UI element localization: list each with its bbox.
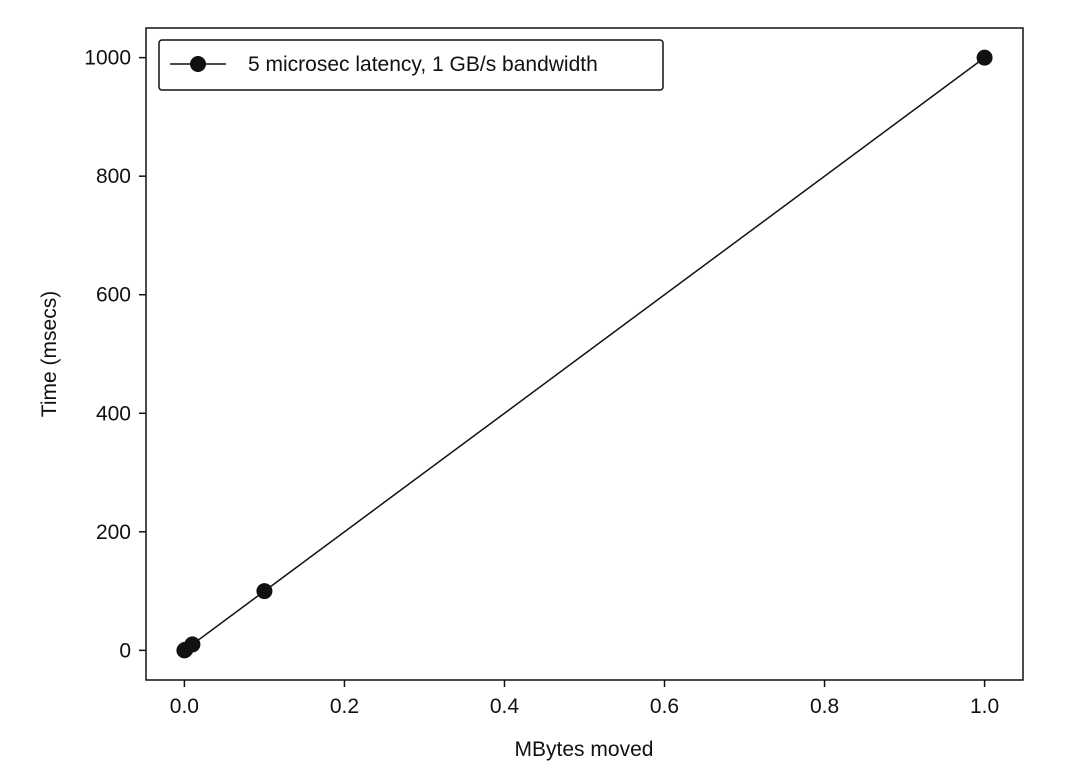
y-tick-label: 200: [96, 521, 131, 544]
data-point: [256, 583, 273, 600]
data-point: [976, 49, 993, 66]
legend-label: 5 microsec latency, 1 GB/s bandwidth: [248, 53, 598, 76]
x-tick-label: 0.0: [170, 695, 199, 718]
y-tick-label: 600: [96, 284, 131, 307]
x-axis-ticks: 0.0 0.2 0.4 0.6 0.8 1.0: [170, 680, 999, 718]
y-axis-ticks: 0 200 400 600 800 1000: [84, 47, 146, 662]
x-tick-label: 0.2: [330, 695, 359, 718]
x-tick-label: 0.6: [650, 695, 679, 718]
y-tick-label: 400: [96, 402, 131, 425]
series-line: [183, 57, 986, 651]
y-tick-label: 800: [96, 165, 131, 188]
y-tick-label: 1000: [84, 47, 131, 70]
legend-box: [158, 39, 664, 91]
x-tick-label: 0.8: [810, 695, 839, 718]
x-tick-label: 1.0: [970, 695, 999, 718]
x-axis-label: MBytes moved: [515, 738, 654, 761]
y-axis-label: Time (msecs): [38, 291, 61, 417]
data-point: [184, 636, 201, 653]
x-tick-label: 0.4: [490, 695, 520, 718]
series-layer: [176, 49, 993, 659]
legend-marker: [190, 56, 206, 72]
legend: 5 microsec latency, 1 GB/s bandwidth: [158, 39, 664, 91]
plot-frame: [145, 27, 1024, 681]
y-tick-label: 0: [119, 639, 131, 662]
